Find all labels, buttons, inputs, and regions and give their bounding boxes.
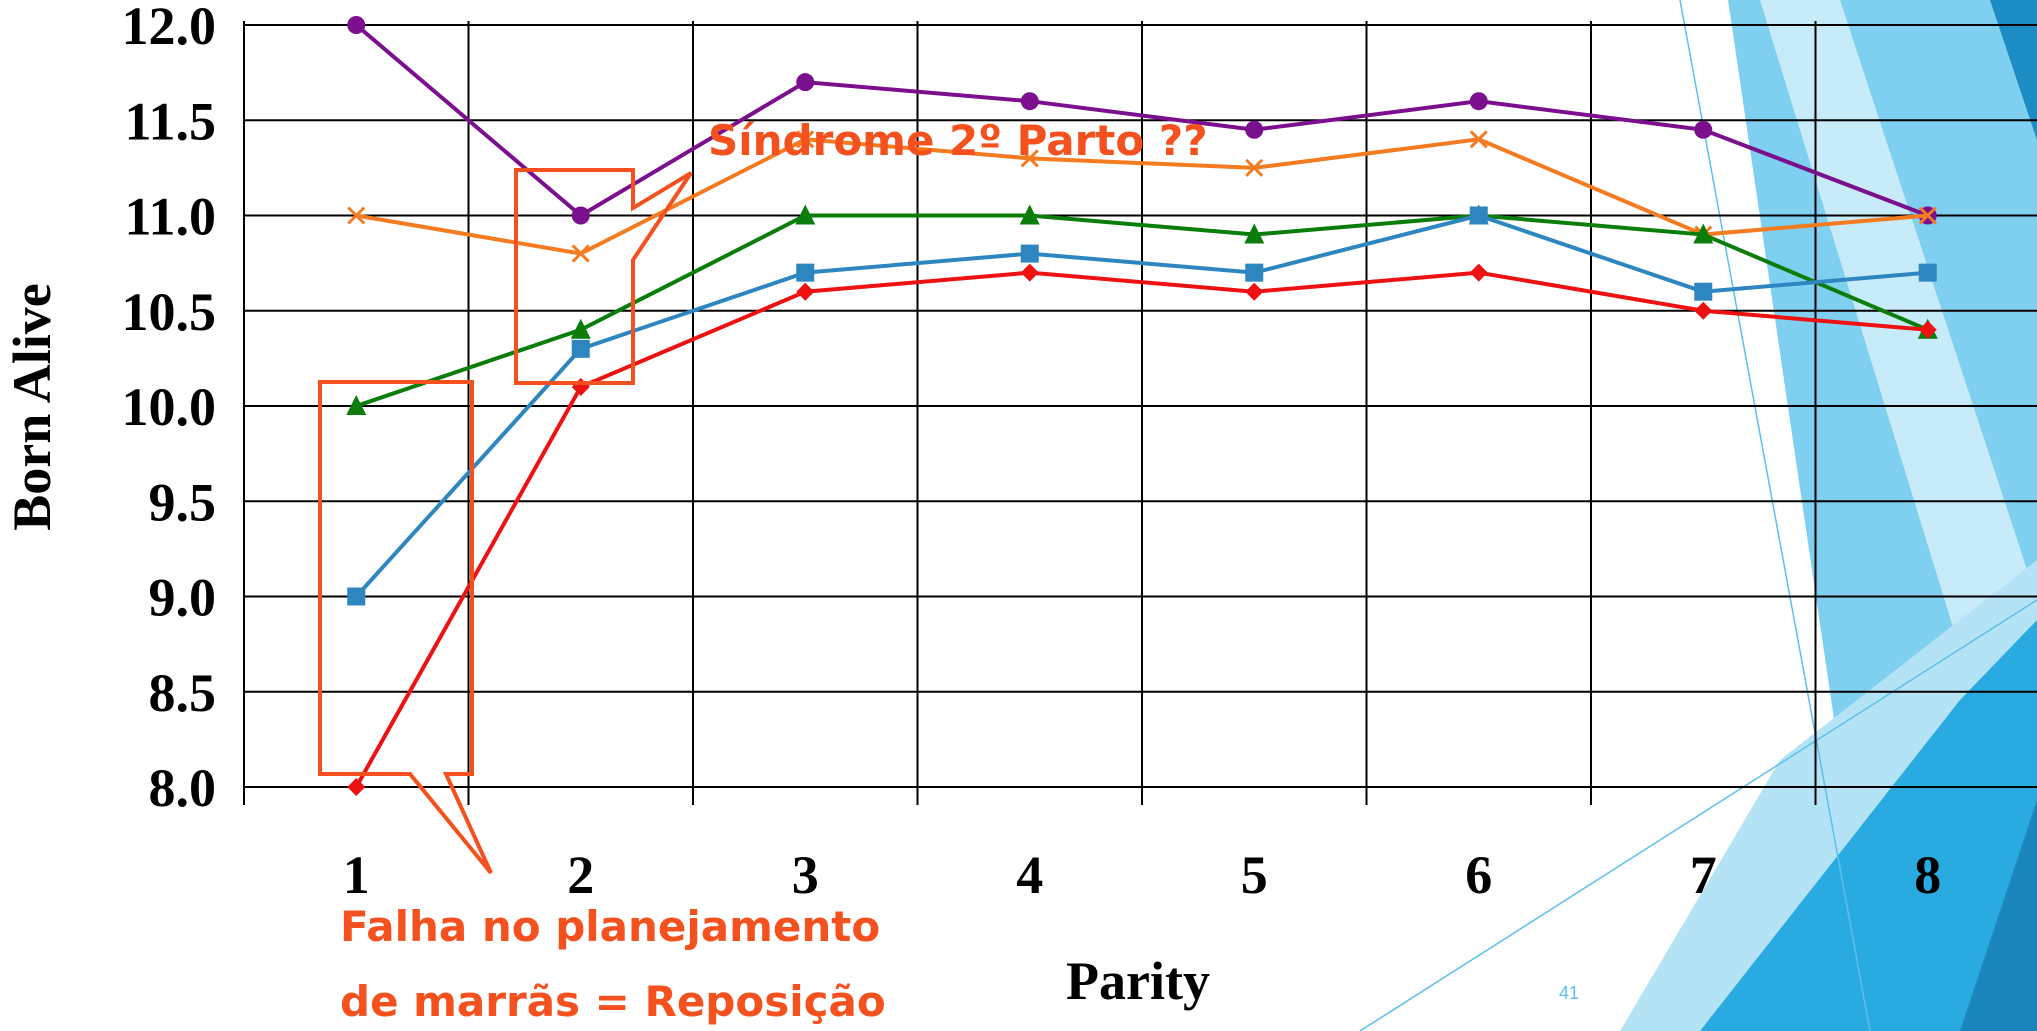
annotation: de marrãs = Reposição bbox=[340, 977, 886, 1026]
marker bbox=[1694, 302, 1712, 320]
x-tick-label: 6 bbox=[1465, 845, 1492, 905]
marker bbox=[796, 283, 814, 301]
marker bbox=[796, 73, 814, 91]
x-tick-label: 1 bbox=[343, 845, 370, 905]
y-tick-label: 10.0 bbox=[122, 377, 217, 437]
x-tick-label: 5 bbox=[1241, 845, 1268, 905]
y-axis-label: Born Alive bbox=[2, 283, 62, 531]
callout-box bbox=[320, 382, 491, 873]
marker bbox=[1470, 92, 1488, 110]
y-tick-label: 8.0 bbox=[149, 758, 217, 818]
marker bbox=[1021, 245, 1039, 263]
x-tick-label: 2 bbox=[567, 845, 594, 905]
x-tick-label: 3 bbox=[792, 845, 819, 905]
marker bbox=[347, 16, 365, 34]
annotation: Falha no planejamento bbox=[340, 902, 880, 951]
marker bbox=[1245, 283, 1263, 301]
y-tick-label: 11.0 bbox=[124, 187, 216, 247]
marker bbox=[347, 778, 365, 796]
y-tick-label: 9.5 bbox=[149, 472, 217, 532]
marker bbox=[1694, 283, 1712, 301]
y-tick-label: 11.5 bbox=[124, 91, 216, 151]
marker bbox=[571, 319, 591, 339]
marker bbox=[572, 207, 590, 225]
page-number: 41 bbox=[1559, 983, 1579, 1003]
marker bbox=[1021, 92, 1039, 110]
marker bbox=[796, 264, 814, 282]
marker bbox=[572, 378, 590, 396]
x-tick-label: 4 bbox=[1016, 845, 1043, 905]
slide: 41 8.0 8.5 9.0 9.5 10.0 10.5 11.0 11.5 12.0 1 2 3 4 5… bbox=[0, 0, 2037, 1031]
y-tick-label: 10.5 bbox=[122, 282, 217, 342]
y-tick-label: 12.0 bbox=[122, 0, 217, 56]
annotation: Síndrome 2º Parto ?? bbox=[708, 116, 1208, 165]
y-tick-label: 8.5 bbox=[149, 663, 217, 723]
marker bbox=[572, 340, 590, 358]
marker bbox=[1470, 207, 1488, 225]
marker bbox=[1470, 264, 1488, 282]
marker bbox=[1245, 121, 1263, 139]
marker bbox=[1245, 264, 1263, 282]
marker bbox=[1021, 264, 1039, 282]
marker bbox=[347, 588, 365, 606]
marker bbox=[1694, 121, 1712, 139]
x-axis-label: Parity bbox=[1066, 951, 1210, 1011]
marker bbox=[1919, 264, 1937, 282]
y-tick-label: 9.0 bbox=[149, 568, 217, 628]
x-tick-label: 7 bbox=[1690, 845, 1717, 905]
x-tick-label: 8 bbox=[1914, 845, 1941, 905]
